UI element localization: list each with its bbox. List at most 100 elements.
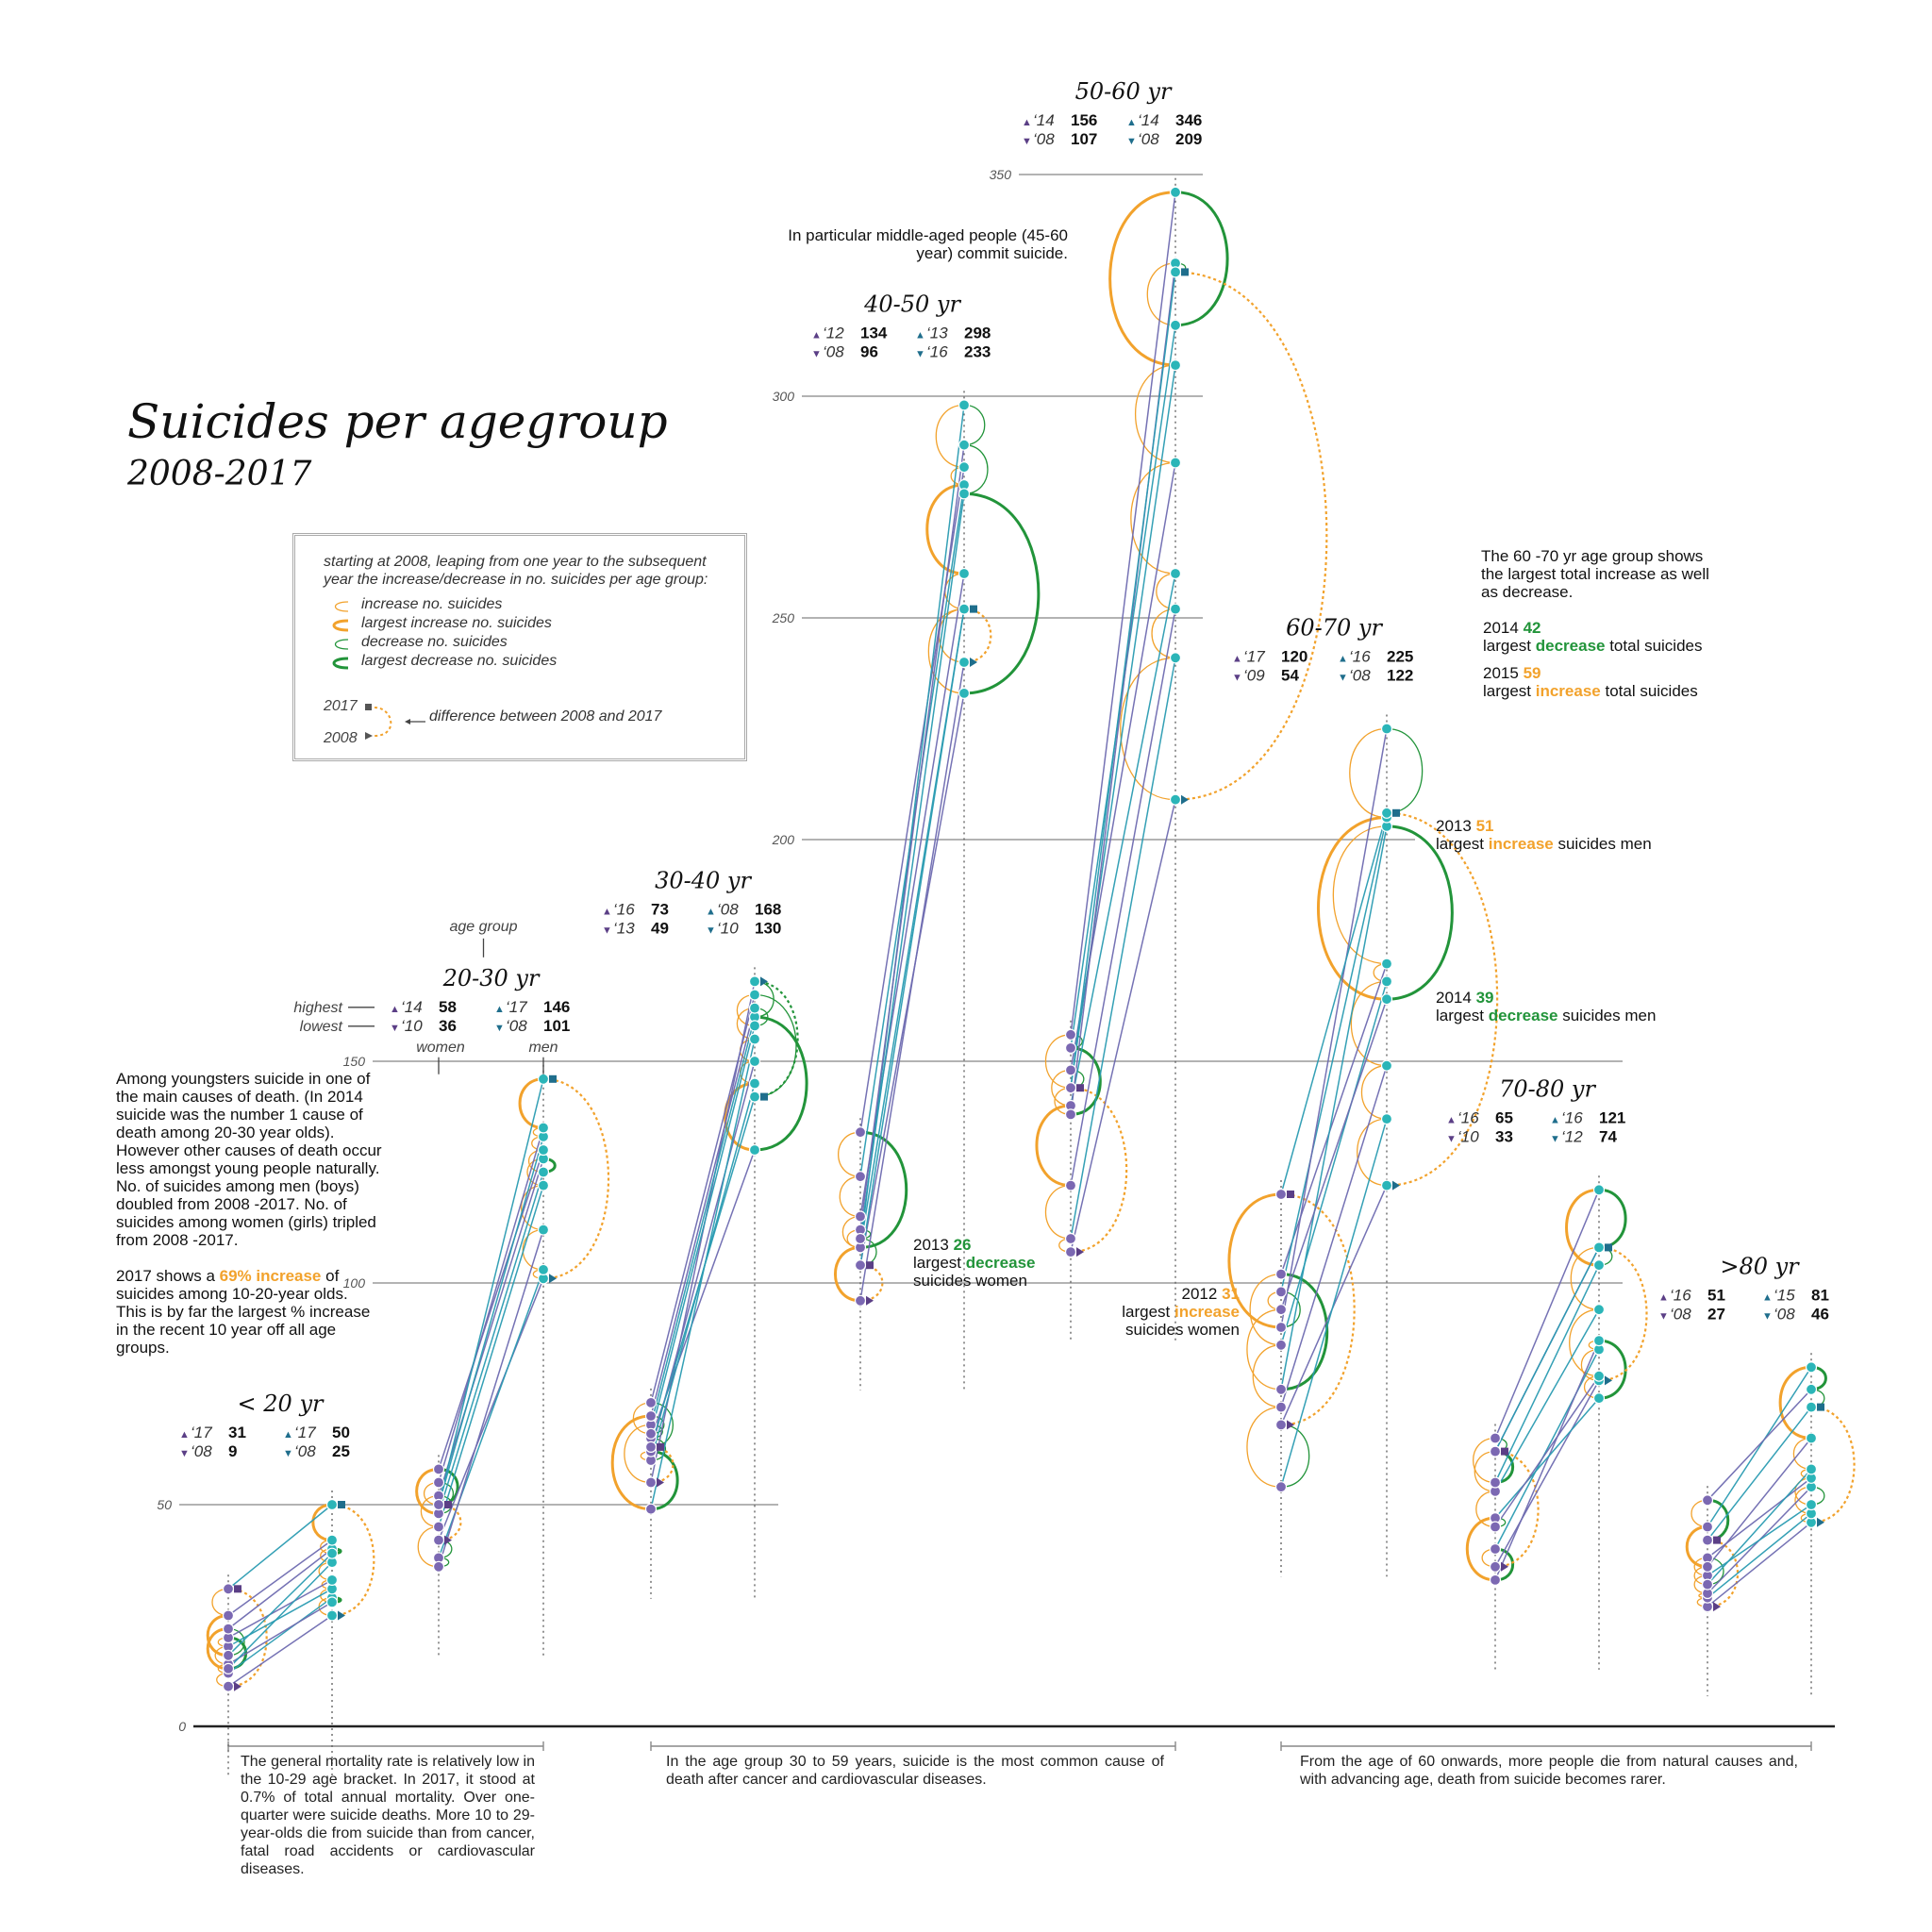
- women-point: [1701, 1521, 1714, 1533]
- women-lowest-year: ‘08: [1033, 130, 1055, 148]
- women-arc: [420, 1494, 440, 1528]
- year-connector: [1494, 1340, 1600, 1581]
- men-point: [1592, 1184, 1606, 1196]
- women-arc: [1044, 1034, 1072, 1089]
- men-2008-marker: [1605, 1375, 1612, 1386]
- men-2017-marker: [549, 1074, 557, 1083]
- year-connector: [1707, 1366, 1812, 1527]
- men-arc: [935, 404, 965, 468]
- year-connector: [227, 1614, 333, 1688]
- footnote-bracket: [650, 1741, 1176, 1751]
- legend-largest-increase: largest increase no. suicides: [361, 615, 552, 631]
- helper-men: men: [528, 1040, 558, 1056]
- women-arc-difference: [1707, 1539, 1739, 1608]
- men-point: [1380, 958, 1393, 970]
- men-highest-value: 146: [543, 998, 570, 1016]
- men-highest-value: 225: [1387, 648, 1413, 666]
- women-point: [222, 1680, 235, 1692]
- women-highest-year: ‘16: [1457, 1108, 1479, 1126]
- men-arc-difference: [331, 1503, 375, 1617]
- footnote-young: The general mortality rate is relatively…: [241, 1754, 535, 1877]
- year-connector: [1707, 1438, 1812, 1568]
- men-point: [325, 1547, 339, 1559]
- women-lowest-value: 54: [1281, 667, 1299, 685]
- legend-decrease: decrease no. suicides: [361, 634, 508, 650]
- year-connector: [1494, 1380, 1600, 1568]
- women-point: [432, 1534, 445, 1546]
- women-point: [1274, 1401, 1288, 1413]
- women-point: [222, 1662, 235, 1675]
- women-highest-year: ‘17: [191, 1424, 212, 1441]
- women-arc: [839, 1175, 861, 1218]
- women-point: [644, 1441, 658, 1454]
- age-group-label: < 20 yr: [238, 1391, 325, 1417]
- note-sixty-seventy: The 60 -70 yr age group shows the larges…: [1481, 547, 1709, 601]
- women-point: [1274, 1268, 1288, 1280]
- ann-year: 2014: [1483, 619, 1519, 637]
- men-point: [748, 1143, 761, 1157]
- women-point: [432, 1521, 445, 1533]
- women-highest-arrow: ▲: [1022, 117, 1032, 128]
- women-lowest-arrow: ▼: [1446, 1133, 1457, 1144]
- women-arc: [1474, 1450, 1496, 1492]
- men-point: [1805, 1463, 1818, 1475]
- men-arc: [736, 993, 756, 1027]
- year-connector: [1070, 799, 1176, 1253]
- women-arc: [1227, 1192, 1282, 1329]
- women-2008-marker: [866, 1295, 874, 1306]
- men-arc: [927, 608, 965, 694]
- men-point: [748, 1077, 761, 1090]
- men-arc: [1146, 262, 1176, 326]
- ann-pre: largest: [1436, 835, 1489, 853]
- men-lowest-year: ‘08: [1774, 1305, 1795, 1323]
- women-arc: [1707, 1498, 1730, 1542]
- men-point: [958, 461, 971, 474]
- ann-post: total suicides: [1605, 637, 1703, 655]
- women-point: [854, 1126, 867, 1139]
- women-arc: [1475, 1491, 1496, 1528]
- men-point: [1805, 1361, 1818, 1374]
- footnote-middle: In the age group 30 to 59 years, suicide…: [666, 1754, 1164, 1788]
- men-point: [748, 1091, 761, 1103]
- women-highest-value: 120: [1281, 648, 1307, 666]
- year-connector: [1070, 272, 1176, 1089]
- men-arc: [518, 1077, 544, 1129]
- men-point: [958, 656, 971, 669]
- men-highest-year: ‘17: [294, 1424, 316, 1441]
- women-lowest-year: ‘09: [1243, 667, 1265, 685]
- men-arc: [1570, 1246, 1600, 1310]
- year-connector: [1494, 1264, 1600, 1483]
- age-group-label: 60-70 yr: [1286, 615, 1383, 641]
- women-lowest-year: ‘13: [613, 919, 635, 937]
- women-point: [432, 1498, 445, 1511]
- women-arc: [1035, 1104, 1072, 1188]
- y-tick-label: 50: [157, 1497, 172, 1512]
- women-arc: [1070, 1046, 1102, 1116]
- ann-post: total suicides: [1600, 682, 1698, 700]
- men-arc-difference: [1810, 1406, 1856, 1524]
- women-arc: [206, 1614, 229, 1657]
- women-arc: [632, 1402, 652, 1435]
- ann-word: increase: [1488, 835, 1554, 853]
- women-2017-marker: [1501, 1447, 1508, 1456]
- year-connector: [859, 493, 965, 1240]
- women-lowest-value: 36: [439, 1017, 457, 1035]
- men-lowest-value: 46: [1811, 1305, 1829, 1323]
- men-arc: [963, 444, 989, 495]
- ann-post: suicides men: [1557, 1007, 1657, 1024]
- year-connector: [227, 1601, 333, 1665]
- men-lowest-arrow: ▼: [494, 1023, 505, 1034]
- men-lowest-year: ‘08: [506, 1017, 527, 1035]
- y-tick-label: 200: [772, 832, 795, 847]
- y-tick-label: 100: [343, 1275, 366, 1291]
- women-arc: [1473, 1437, 1496, 1484]
- year-connector: [438, 1127, 544, 1483]
- helper-women: women: [416, 1040, 465, 1056]
- men-point: [1169, 186, 1182, 198]
- men-arc: [1357, 1118, 1388, 1187]
- women-highest-arrow: ▲: [1232, 654, 1242, 665]
- men-point: [1805, 1432, 1818, 1444]
- year-connector: [1070, 192, 1176, 1035]
- men-point: [1805, 1383, 1818, 1395]
- year-connector: [438, 1185, 544, 1527]
